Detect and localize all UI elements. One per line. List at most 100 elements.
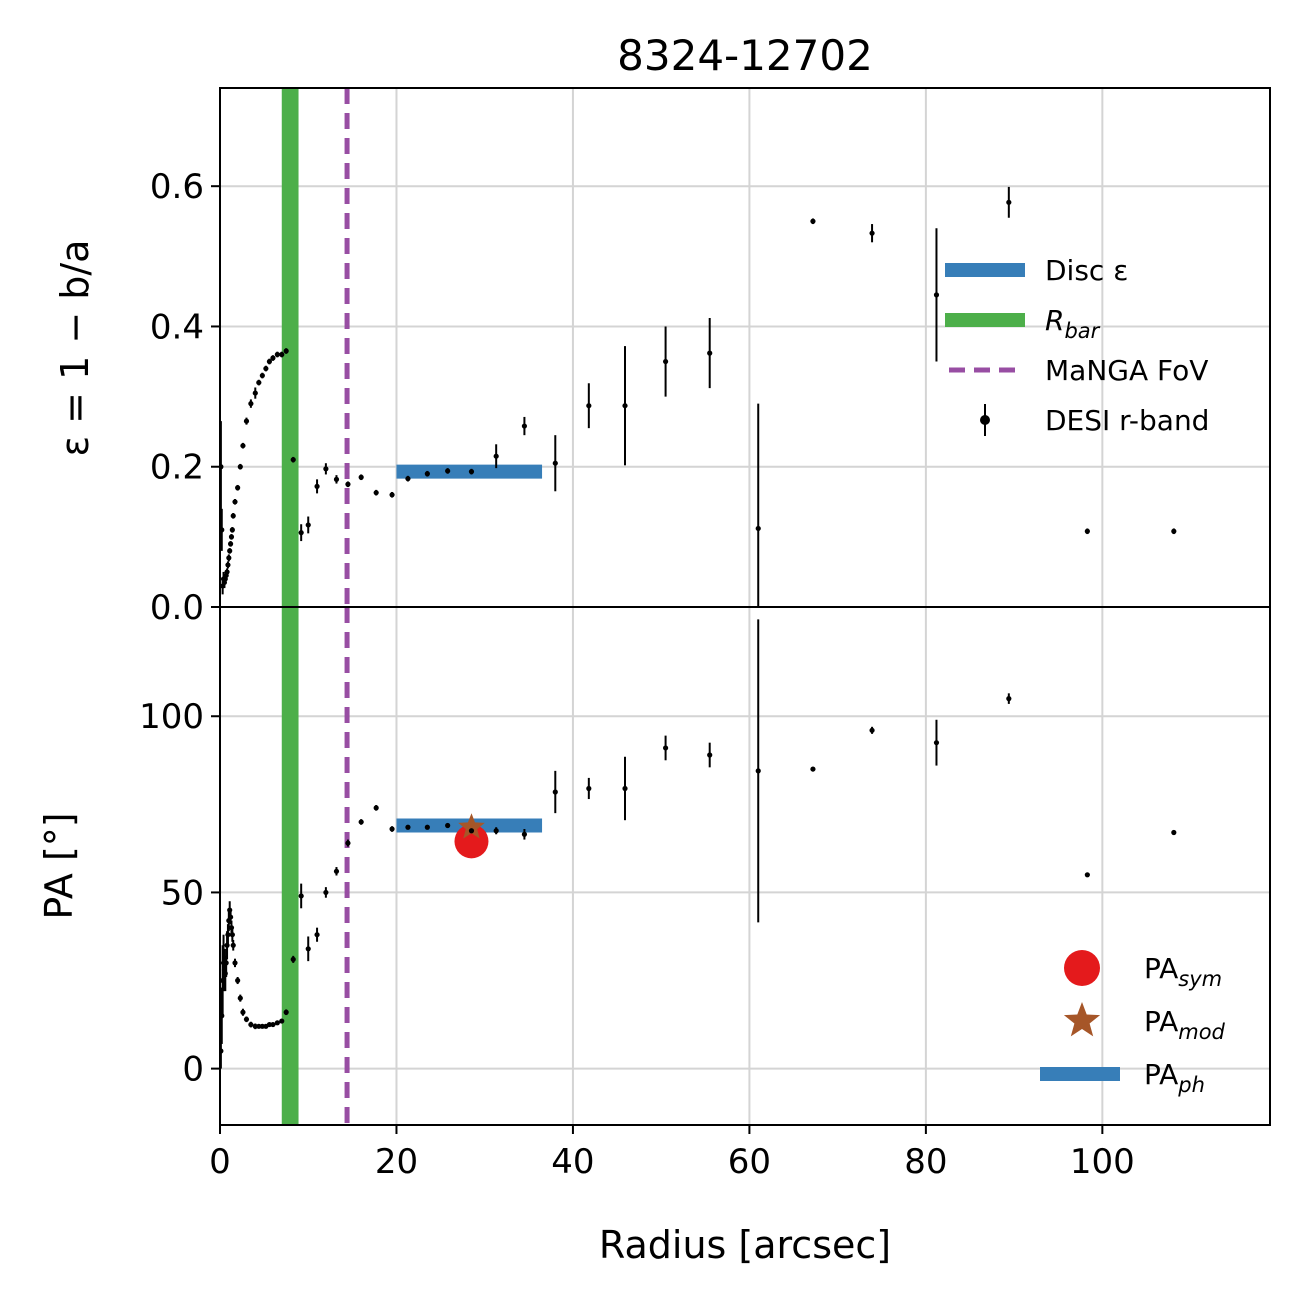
data-point bbox=[305, 522, 311, 528]
data-point bbox=[252, 390, 258, 396]
pa-mod-marker bbox=[458, 813, 485, 839]
legend-label-main: Disc ε bbox=[1045, 254, 1128, 287]
data-point bbox=[283, 348, 289, 354]
data-point bbox=[263, 365, 269, 372]
data-point bbox=[227, 541, 234, 547]
legend-label: PAph bbox=[1144, 1058, 1205, 1097]
data-point bbox=[227, 548, 233, 554]
legend-label-main: PA bbox=[1144, 1005, 1178, 1038]
data-point bbox=[424, 824, 430, 830]
x-tick-label: 40 bbox=[551, 1142, 594, 1182]
panel-ellipticity: 0.0 0.2 0.4 0.6 ε = 1 − b/a Disc ε Rbar MaNGA F… bbox=[53, 87, 1271, 628]
data-point bbox=[521, 831, 528, 837]
data-point bbox=[424, 471, 430, 477]
data-point bbox=[259, 372, 265, 379]
data-point bbox=[274, 351, 280, 358]
data-point bbox=[283, 1009, 289, 1015]
data-point bbox=[622, 785, 628, 792]
data-point bbox=[224, 569, 230, 575]
data-point bbox=[323, 889, 329, 896]
data-point bbox=[373, 490, 379, 496]
data-point bbox=[586, 403, 592, 409]
y-axis-label: ε = 1 − b/a bbox=[53, 240, 97, 457]
legend-swatch-point bbox=[980, 415, 990, 425]
legend-label-main: PA bbox=[1144, 1058, 1178, 1091]
data-point bbox=[552, 460, 558, 466]
y-tick-label: 0.0 bbox=[150, 588, 204, 628]
data-point bbox=[225, 932, 231, 938]
data-point bbox=[298, 530, 304, 536]
x-tick-label: 20 bbox=[375, 1142, 418, 1182]
data-point bbox=[345, 840, 351, 846]
data-point bbox=[810, 766, 816, 772]
chart-title: 8324-12702 bbox=[617, 31, 873, 80]
data-point bbox=[707, 752, 713, 758]
data-point bbox=[270, 355, 276, 361]
x-tick-label: 60 bbox=[728, 1142, 771, 1182]
data-point bbox=[586, 785, 592, 792]
legend-item: Disc ε bbox=[945, 254, 1128, 287]
data-point bbox=[333, 476, 340, 482]
data-point bbox=[405, 824, 411, 830]
plot-area-position-angle bbox=[220, 607, 1177, 1125]
legend-item: DESI r-band bbox=[980, 404, 1209, 437]
legend-item: PAmod bbox=[1063, 1002, 1226, 1044]
data-point bbox=[228, 534, 235, 540]
legend-label-main: MaNGA FoV bbox=[1045, 354, 1208, 387]
data-point bbox=[810, 218, 816, 224]
legend-label: PAsym bbox=[1144, 952, 1222, 991]
y-tick-label: 0.6 bbox=[150, 167, 204, 207]
data-point bbox=[270, 1021, 276, 1028]
data-point bbox=[274, 1020, 280, 1026]
legend-label: PAmod bbox=[1144, 1005, 1226, 1044]
legend-label-main: PA bbox=[1144, 952, 1178, 985]
legend-label-main: DESI r-band bbox=[1045, 404, 1209, 437]
data-point bbox=[229, 932, 235, 938]
data-point bbox=[248, 1021, 254, 1028]
y-axis-label: PA [°] bbox=[37, 812, 81, 919]
data-point bbox=[389, 492, 395, 498]
legend-item: MaNGA FoV bbox=[949, 354, 1208, 387]
data-point bbox=[279, 1018, 285, 1024]
data-point bbox=[933, 292, 940, 298]
data-point bbox=[230, 513, 236, 519]
data-point bbox=[226, 555, 232, 561]
y-tick-label: 100 bbox=[139, 697, 204, 737]
legend-label-main: R bbox=[1045, 304, 1064, 337]
x-tick-label: 0 bbox=[209, 1142, 231, 1182]
data-point bbox=[232, 499, 238, 505]
data-point bbox=[493, 828, 499, 834]
data-point bbox=[314, 932, 320, 938]
data-point bbox=[358, 819, 364, 825]
data-point bbox=[237, 995, 243, 1001]
data-point bbox=[622, 403, 628, 409]
data-point bbox=[468, 828, 475, 834]
data-point bbox=[223, 960, 229, 966]
data-point bbox=[493, 453, 499, 459]
data-point bbox=[290, 956, 296, 962]
panel-frame bbox=[219, 87, 1271, 608]
data-point bbox=[333, 868, 340, 874]
data-point bbox=[256, 379, 262, 386]
data-point bbox=[933, 740, 940, 746]
data-point bbox=[266, 358, 273, 365]
legend-label-sub: sym bbox=[1178, 967, 1222, 991]
data-point bbox=[279, 351, 285, 358]
data-point bbox=[290, 457, 296, 463]
data-point bbox=[298, 893, 304, 899]
data-point bbox=[1171, 829, 1177, 836]
y-tick-label: 50 bbox=[161, 873, 204, 913]
legend-swatch-star bbox=[1063, 1002, 1101, 1037]
y-tick-label: 0 bbox=[182, 1050, 204, 1090]
data-point bbox=[240, 443, 246, 449]
data-point bbox=[869, 727, 875, 733]
legend-swatch-circle bbox=[1064, 950, 1100, 986]
data-point bbox=[869, 230, 875, 236]
legend-label: Rbar bbox=[1045, 304, 1101, 343]
data-point bbox=[323, 466, 329, 472]
data-point bbox=[445, 468, 451, 474]
x-tick-label: 80 bbox=[904, 1142, 947, 1182]
